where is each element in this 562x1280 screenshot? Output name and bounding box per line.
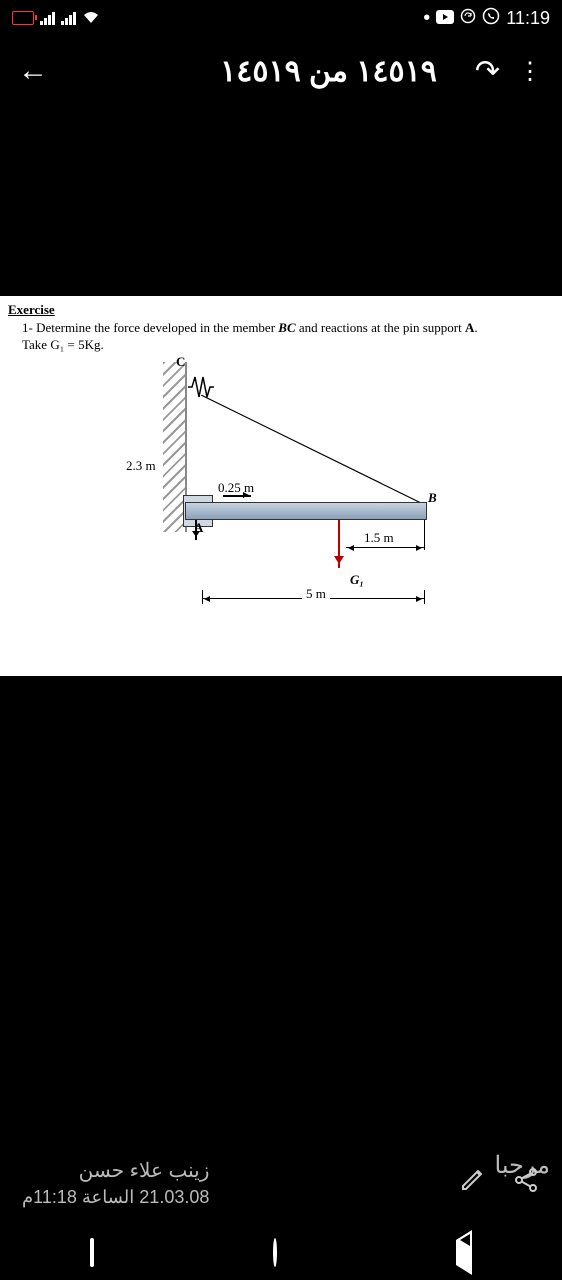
a-label: A (465, 320, 474, 335)
label-c: C (176, 354, 185, 370)
tick-b (424, 520, 425, 550)
dim-2-3m: 2.3 m (126, 458, 156, 474)
label-g1: G₁ (350, 572, 364, 588)
youtube-icon (436, 8, 454, 29)
battery-icon (12, 11, 34, 25)
sync-icon (460, 8, 476, 29)
beam (185, 502, 427, 520)
signal-1-icon (40, 11, 55, 25)
dim-line-15m (346, 547, 424, 549)
document-page: Exercise 1- Determine the force develope… (0, 296, 562, 676)
wifi-icon (82, 8, 100, 29)
image-viewer[interactable]: Exercise 1- Determine the force develope… (0, 106, 562, 926)
status-right: • 11:19 (423, 7, 550, 30)
status-left (12, 8, 100, 29)
take-text: Take G₁ = 5Kg. (22, 337, 104, 352)
clock-time: 11:19 (506, 8, 550, 29)
signal-2-icon (61, 11, 76, 25)
tick-left (202, 590, 203, 604)
back-nav-button[interactable] (456, 1240, 472, 1266)
timestamp: 21.03.08 الساعة 11:18م (22, 1185, 209, 1210)
label-b: B (428, 490, 437, 506)
small-dim-arrow (223, 495, 251, 497)
dot-icon: • (423, 7, 430, 30)
bc-label: BC (278, 320, 295, 335)
android-status-bar: • 11:19 (0, 0, 562, 36)
android-nav-bar (0, 1225, 562, 1280)
gallery-app-bar: ← ١٤٥١٩ من ١٤٥١٩ ↷ ⋮ (0, 36, 562, 106)
home-button[interactable] (273, 1240, 277, 1266)
sender-name: زينب علاء حسن (22, 1157, 209, 1185)
problem-prefix: 1- Determine the force developed in the … (22, 320, 278, 335)
exercise-heading: Exercise (8, 302, 55, 317)
edit-button[interactable] (458, 1166, 486, 1201)
action-buttons (458, 1166, 540, 1201)
image-counter: ١٤٥١٩ من ١٤٥١٩ (66, 54, 457, 89)
arrow-at-a (195, 520, 197, 540)
problem-end: . (474, 320, 477, 335)
whatsapp-icon (482, 7, 500, 30)
problem-mid: and reactions at the pin support (296, 320, 465, 335)
more-menu-button[interactable]: ⋮ (518, 57, 544, 86)
load-arrow (338, 520, 340, 568)
dim-15m: 1.5 m (364, 530, 394, 546)
redo-button[interactable]: ↷ (475, 54, 500, 89)
recent-apps-button[interactable] (90, 1240, 94, 1266)
sender-block: زينب علاء حسن 21.03.08 الساعة 11:18م (22, 1157, 209, 1210)
share-button[interactable] (512, 1166, 540, 1201)
dim-5m: 5 m (302, 586, 330, 602)
back-button[interactable]: ← (18, 54, 48, 88)
mechanics-diagram: C 2.3 m A B 0.25 m G₁ 1.5 m (108, 362, 448, 642)
problem-text: 1- Determine the force developed in the … (22, 320, 554, 354)
meta-row: زينب علاء حسن 21.03.08 الساعة 11:18م (0, 1157, 562, 1210)
tick-right (424, 590, 425, 604)
